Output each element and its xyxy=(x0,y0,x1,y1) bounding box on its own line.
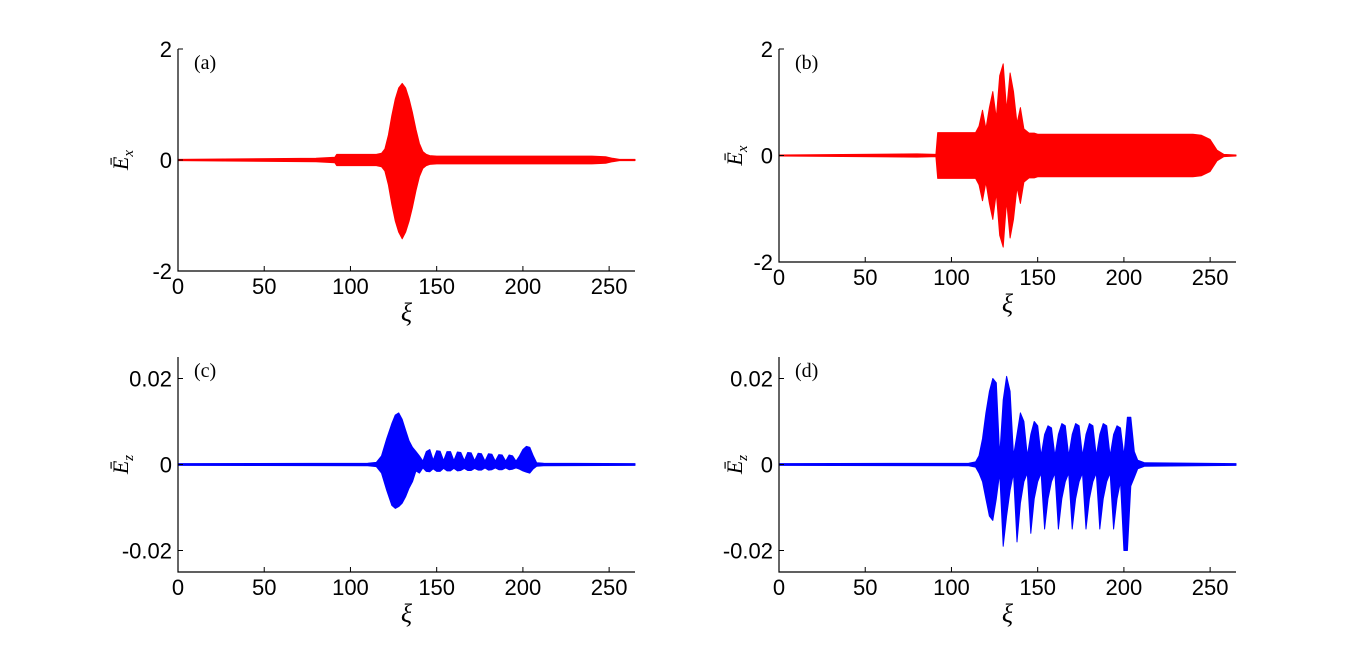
x-axis-label: ξ xyxy=(401,599,413,628)
y-tick-label: 2 xyxy=(160,37,172,62)
x-tick-label: 50 xyxy=(252,575,276,600)
x-axis-label: ξ xyxy=(1002,599,1014,628)
panel-label: (b) xyxy=(795,52,818,74)
series-envelope xyxy=(778,375,1237,551)
x-axis-label: ξ xyxy=(401,298,413,327)
y-tick-label: 0 xyxy=(761,453,773,478)
y-axis-label: Ēx xyxy=(108,150,137,171)
x-axis-label: ξ xyxy=(1002,289,1014,318)
y-tick-label: 0.02 xyxy=(730,367,773,392)
x-tick-label: 250 xyxy=(1192,265,1229,290)
x-tick-label: 50 xyxy=(853,575,877,600)
y-axis-label: Ēz xyxy=(108,455,137,475)
x-tick-label: 0 xyxy=(773,575,785,600)
x-tick-label: 150 xyxy=(1019,575,1056,600)
x-tick-label: 150 xyxy=(418,575,455,600)
x-tick-label: 0 xyxy=(773,265,785,290)
y-axis-label: Ēz xyxy=(722,455,751,475)
x-tick-label: 200 xyxy=(1106,265,1143,290)
x-tick-label: 100 xyxy=(933,265,970,290)
y-tick-label: -2 xyxy=(753,250,773,275)
x-tick-label: 100 xyxy=(933,575,970,600)
series-envelope xyxy=(177,82,636,240)
x-tick-label: 200 xyxy=(505,274,542,299)
y-axis-label: Ēx xyxy=(722,145,751,166)
x-tick-label: 200 xyxy=(505,575,542,600)
x-tick-label: 0 xyxy=(172,274,184,299)
y-tick-label: -0.02 xyxy=(122,539,172,564)
x-tick-label: 100 xyxy=(332,575,369,600)
y-tick-label: 0 xyxy=(160,453,172,478)
x-tick-label: 0 xyxy=(172,575,184,600)
y-tick-label: 0 xyxy=(761,144,773,169)
x-tick-label: 50 xyxy=(252,274,276,299)
panel-label: (d) xyxy=(795,360,818,382)
series-envelope xyxy=(177,412,636,509)
y-tick-label: -2 xyxy=(152,259,172,284)
x-tick-label: 100 xyxy=(332,274,369,299)
panel-label: (a) xyxy=(194,52,216,74)
y-tick-label: 0.02 xyxy=(129,367,172,392)
x-tick-label: 250 xyxy=(591,274,628,299)
x-tick-label: 250 xyxy=(1192,575,1229,600)
x-tick-label: 150 xyxy=(418,274,455,299)
x-tick-label: 50 xyxy=(853,265,877,290)
panel-label: (c) xyxy=(194,360,216,382)
y-tick-label: 0 xyxy=(160,148,172,173)
y-tick-label: -0.02 xyxy=(723,539,773,564)
x-tick-label: 200 xyxy=(1106,575,1143,600)
x-tick-label: 250 xyxy=(591,575,628,600)
x-tick-label: 150 xyxy=(1019,265,1056,290)
y-tick-label: 2 xyxy=(761,37,773,62)
